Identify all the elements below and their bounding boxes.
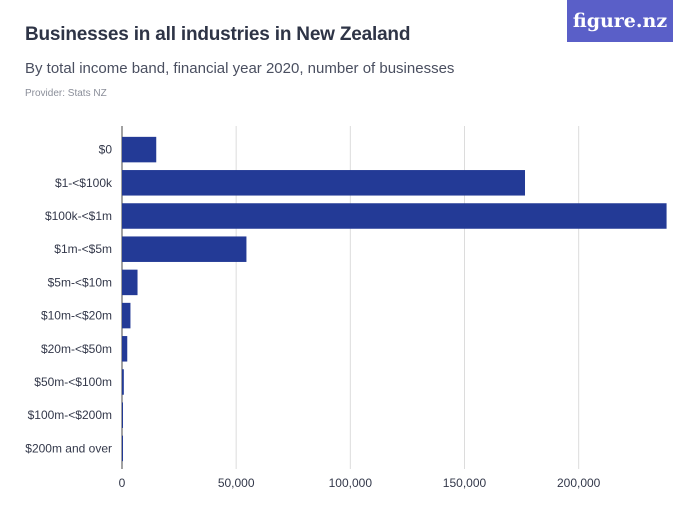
bars (122, 136, 667, 462)
x-tick-label: 100,000 (329, 476, 373, 490)
bar (122, 269, 138, 296)
bar (122, 203, 667, 229)
bar (122, 170, 526, 196)
x-tick-label: 150,000 (443, 476, 487, 490)
bar (122, 336, 128, 362)
bar (122, 136, 157, 163)
chart-subtitle: By total income band, financial year 202… (25, 60, 455, 77)
figure-nz-logo[interactable]: figure.nz (567, 0, 673, 42)
bar (122, 236, 247, 262)
category-label: $1-<$100k (55, 176, 113, 190)
category-label: $20m-<$50m (41, 342, 112, 356)
bar (122, 369, 124, 395)
category-label: $50m-<$100m (34, 375, 112, 389)
category-label: $200m and over (25, 441, 112, 455)
category-label: $1m-<$5m (54, 242, 112, 256)
category-labels: $0 $1-<$100k $100k-<$1m $1m-<$5m $5m-<$10m $1… (25, 143, 113, 456)
category-label: $10m-<$20m (41, 309, 112, 323)
x-tick-label: 50,000 (218, 476, 255, 490)
category-label: $100k-<$1m (45, 209, 112, 223)
data-provider: Provider: Stats NZ (25, 88, 107, 99)
category-label: $100m-<$200m (28, 408, 112, 422)
bar (122, 402, 123, 428)
category-label: $5m-<$10m (48, 275, 112, 289)
bar (122, 435, 123, 462)
chart-title: Businesses in all industries in New Zeal… (25, 24, 411, 45)
x-tick-labels: 0 50,000 100,000 150,000 200,000 (119, 476, 601, 490)
x-tick-label: 0 (119, 476, 126, 490)
category-label: $0 (99, 143, 113, 157)
bar (122, 302, 131, 329)
x-tick-label: 200,000 (557, 476, 601, 490)
